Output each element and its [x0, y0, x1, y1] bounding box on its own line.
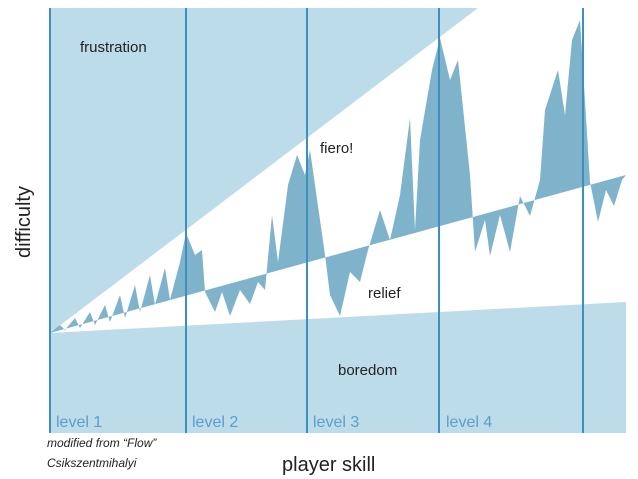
level-label: level 1 [56, 414, 102, 431]
zone-label: boredom [338, 362, 397, 379]
level-label: level 2 [192, 414, 238, 431]
x-axis-label: player skill [282, 454, 375, 476]
level-label: level 3 [313, 414, 359, 431]
difficulty-curve [50, 20, 626, 333]
credit: Csikszentmihalyi [47, 456, 137, 470]
flow-channel [50, 8, 626, 333]
level-label: level 4 [446, 414, 492, 431]
level-dividers [49, 8, 584, 433]
zone-label: fiero! [320, 140, 353, 157]
zone-label: relief [368, 285, 401, 302]
credit: modified from “Flow” [47, 436, 157, 450]
y-axis-label: difficulty [13, 186, 35, 258]
zone-label: frustration [80, 39, 147, 56]
